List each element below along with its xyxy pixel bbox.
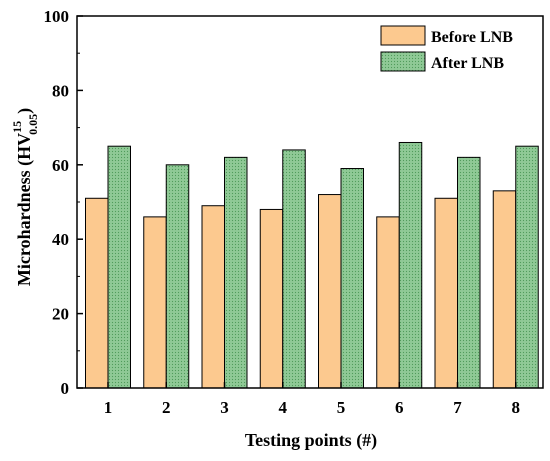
y-axis-title: Microhardness (HV15 0.05): [10, 108, 40, 286]
legend: Before LNB After LNB: [380, 25, 513, 72]
x-tick-label: 6: [395, 398, 404, 417]
y-tick-label: 100: [44, 7, 70, 26]
y-axis-title-subscript: 0.05: [26, 114, 40, 135]
x-tick-label: 1: [104, 398, 113, 417]
bar-before-lnb-3: [201, 205, 225, 389]
axes-layer: 0 20 40 60 80 100 1 2 3 4 5 6 7 8: [44, 7, 544, 417]
bar-after-lnb-5: [340, 168, 364, 389]
y-axis-title-main: Microhardness (HV: [14, 133, 35, 286]
legend-label: Before LNB: [431, 29, 513, 46]
x-tick-label: 4: [279, 398, 288, 417]
bar-after-lnb-1: [107, 145, 131, 389]
x-tick-label: 8: [512, 398, 521, 417]
x-tick-label: 7: [453, 398, 462, 417]
bar-after-lnb-3: [224, 156, 248, 389]
legend-swatch: [380, 25, 426, 46]
bar-before-lnb-1: [85, 197, 109, 389]
y-axis-title-close: ): [14, 108, 35, 114]
bar-before-lnb-6: [376, 216, 400, 389]
y-tick-label: 60: [52, 156, 69, 175]
bar-after-lnb-2: [165, 164, 190, 389]
bar-after-lnb-8: [515, 145, 539, 389]
y-tick-label: 0: [61, 379, 70, 398]
bar-before-lnb-5: [318, 194, 342, 389]
y-tick-label: 40: [52, 230, 69, 249]
bar-after-lnb-6: [398, 141, 423, 389]
bar-before-lnb-4: [259, 208, 284, 389]
legend-swatch: [380, 51, 426, 72]
bar-before-lnb-8: [492, 190, 517, 389]
bar-before-lnb-2: [143, 216, 167, 389]
bar-after-lnb-7: [457, 156, 481, 389]
y-tick-label: 20: [52, 305, 69, 324]
x-tick-label: 3: [220, 398, 229, 417]
x-axis-title: Testing points (#): [245, 430, 377, 451]
x-tick-label: 2: [162, 398, 171, 417]
bar-after-lnb-4: [282, 149, 306, 389]
legend-label: After LNB: [431, 55, 504, 72]
x-tick-label: 5: [337, 398, 346, 417]
y-tick-label: 80: [52, 81, 69, 100]
bar-before-lnb-7: [434, 197, 458, 389]
y-axis-title-superscript: 15: [10, 121, 24, 133]
bars-layer: [85, 141, 539, 389]
